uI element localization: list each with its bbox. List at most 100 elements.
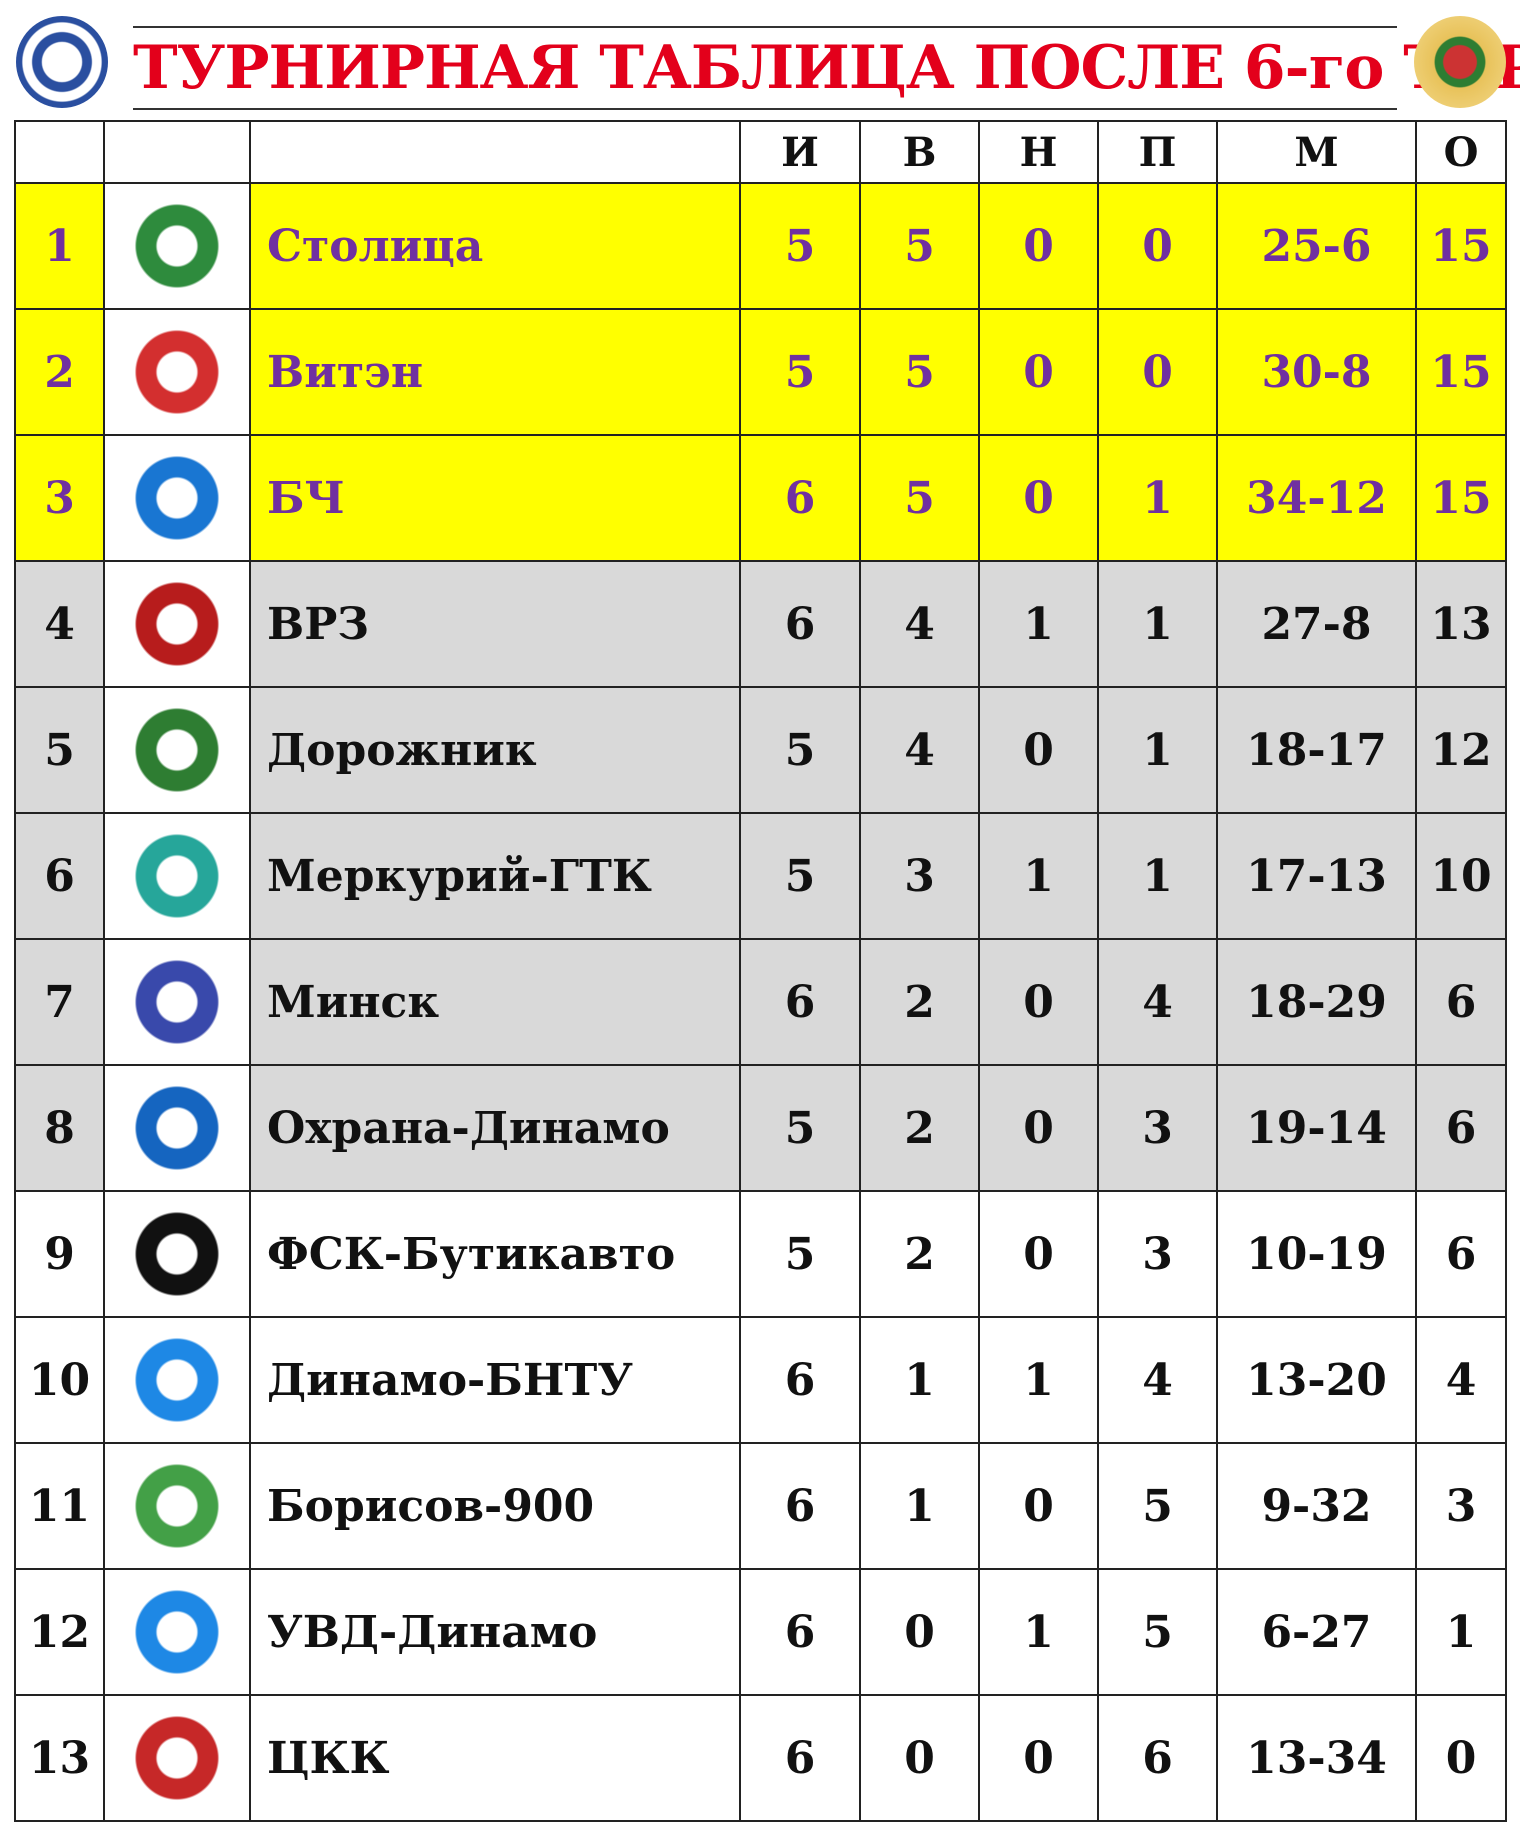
stat-cell: 18-17 — [1216, 686, 1417, 814]
stat-cell: 5 — [859, 182, 980, 310]
position-cell: 8 — [14, 1064, 105, 1192]
table-row: 13 ЦКК 6 0 0 6 13-34 0 — [14, 1694, 1507, 1822]
table-row: 8 Охрана-Динамо 5 2 0 3 19-14 6 — [14, 1064, 1507, 1192]
table-row: 2 Витэн 5 5 0 0 30-8 15 — [14, 308, 1507, 436]
team-cell: Столица — [249, 182, 741, 310]
team-logo — [131, 1586, 223, 1678]
team-logo — [131, 326, 223, 418]
stat-cell: 6 — [1415, 1190, 1507, 1318]
logo-cell — [103, 1568, 251, 1696]
stat-cell: 6 — [1097, 1694, 1218, 1822]
team-cell: БЧ — [249, 434, 741, 562]
stat-cell: 13-34 — [1216, 1694, 1417, 1822]
table-row: 11 Борисов-900 6 1 0 5 9-32 3 — [14, 1442, 1507, 1570]
team-logo — [131, 452, 223, 544]
table-row: 7 Минск 6 2 0 4 18-29 6 — [14, 938, 1507, 1066]
header-cell — [103, 120, 251, 184]
table-row: 3 БЧ 6 5 0 1 34-12 15 — [14, 434, 1507, 562]
team-cell: УВД-Динамо — [249, 1568, 741, 1696]
logo-cell — [103, 1316, 251, 1444]
team-cell: Динамо-БНТУ — [249, 1316, 741, 1444]
position-cell: 6 — [14, 812, 105, 940]
header-cell: П — [1097, 120, 1218, 184]
stat-cell: 5 — [859, 434, 980, 562]
stat-cell: 4 — [1097, 938, 1218, 1066]
stat-cell: 0 — [978, 1064, 1099, 1192]
team-cell: Дорожник — [249, 686, 741, 814]
stat-cell: 0 — [978, 686, 1099, 814]
header: ТУРНИРНАЯ ТАБЛИЦА ПОСЛЕ 6-го ТУРА — [0, 0, 1520, 118]
stat-cell: 4 — [1097, 1316, 1218, 1444]
stat-cell: 18-29 — [1216, 938, 1417, 1066]
logo-cell — [103, 182, 251, 310]
stat-cell: 1 — [859, 1316, 980, 1444]
position-cell: 11 — [14, 1442, 105, 1570]
position-cell: 13 — [14, 1694, 105, 1822]
stat-cell: 0 — [1415, 1694, 1507, 1822]
team-cell: Минск — [249, 938, 741, 1066]
stat-cell: 0 — [978, 938, 1099, 1066]
position-cell: 2 — [14, 308, 105, 436]
team-logo — [131, 1712, 223, 1804]
stat-cell: 17-13 — [1216, 812, 1417, 940]
logo-cell — [103, 1190, 251, 1318]
stat-cell: 3 — [1415, 1442, 1507, 1570]
title: ТУРНИРНАЯ ТАБЛИЦА ПОСЛЕ 6-го ТУРА — [133, 26, 1520, 110]
stat-cell: 1 — [978, 560, 1099, 688]
table-row: 4 ВРЗ 6 4 1 1 27-8 13 — [14, 560, 1507, 688]
team-logo — [131, 956, 223, 1048]
stat-cell: 1 — [1097, 434, 1218, 562]
team-logo — [131, 1208, 223, 1300]
table-row: 10 Динамо-БНТУ 6 1 1 4 13-20 4 — [14, 1316, 1507, 1444]
logo-cell — [103, 434, 251, 562]
team-logo — [131, 830, 223, 922]
stat-cell: 1 — [859, 1442, 980, 1570]
stat-cell: 1 — [978, 812, 1099, 940]
stat-cell: 0 — [978, 182, 1099, 310]
stat-cell: 34-12 — [1216, 434, 1417, 562]
stat-cell: 5 — [1097, 1442, 1218, 1570]
stat-cell: 3 — [1097, 1064, 1218, 1192]
stat-cell: 13-20 — [1216, 1316, 1417, 1444]
stat-cell: 6 — [739, 1568, 861, 1696]
stat-cell: 6 — [739, 434, 861, 562]
stat-cell: 0 — [1097, 308, 1218, 436]
logo-cell — [103, 308, 251, 436]
header-cell: Н — [978, 120, 1099, 184]
stat-cell: 6 — [739, 560, 861, 688]
team-cell: Меркурий-ГТК — [249, 812, 741, 940]
header-cell: М — [1216, 120, 1417, 184]
stat-cell: 3 — [859, 812, 980, 940]
header-cell: В — [859, 120, 980, 184]
stat-cell: 1 — [1097, 812, 1218, 940]
stat-cell: 0 — [978, 434, 1099, 562]
team-cell: ВРЗ — [249, 560, 741, 688]
stat-cell: 1 — [978, 1568, 1099, 1696]
logo-cell — [103, 686, 251, 814]
team-logo — [131, 1334, 223, 1426]
stat-cell: 15 — [1415, 434, 1507, 562]
position-cell: 4 — [14, 560, 105, 688]
stat-cell: 2 — [859, 1190, 980, 1318]
team-logo — [131, 704, 223, 796]
stat-cell: 15 — [1415, 182, 1507, 310]
stat-cell: 0 — [978, 1442, 1099, 1570]
league-emblem — [1414, 16, 1506, 108]
logo-cell — [103, 1442, 251, 1570]
stat-cell: 5 — [739, 1064, 861, 1192]
header-cell — [14, 120, 105, 184]
stat-cell: 4 — [1415, 1316, 1507, 1444]
position-cell: 1 — [14, 182, 105, 310]
stat-cell: 6 — [739, 938, 861, 1066]
team-logo — [131, 200, 223, 292]
stat-cell: 25-6 — [1216, 182, 1417, 310]
stat-cell: 5 — [1097, 1568, 1218, 1696]
stat-cell: 10 — [1415, 812, 1507, 940]
stat-cell: 12 — [1415, 686, 1507, 814]
table-row: 12 УВД-Динамо 6 0 1 5 6-27 1 — [14, 1568, 1507, 1696]
stat-cell: 1 — [978, 1316, 1099, 1444]
stat-cell: 4 — [859, 686, 980, 814]
table-row: 1 Столица 5 5 0 0 25-6 15 — [14, 182, 1507, 310]
